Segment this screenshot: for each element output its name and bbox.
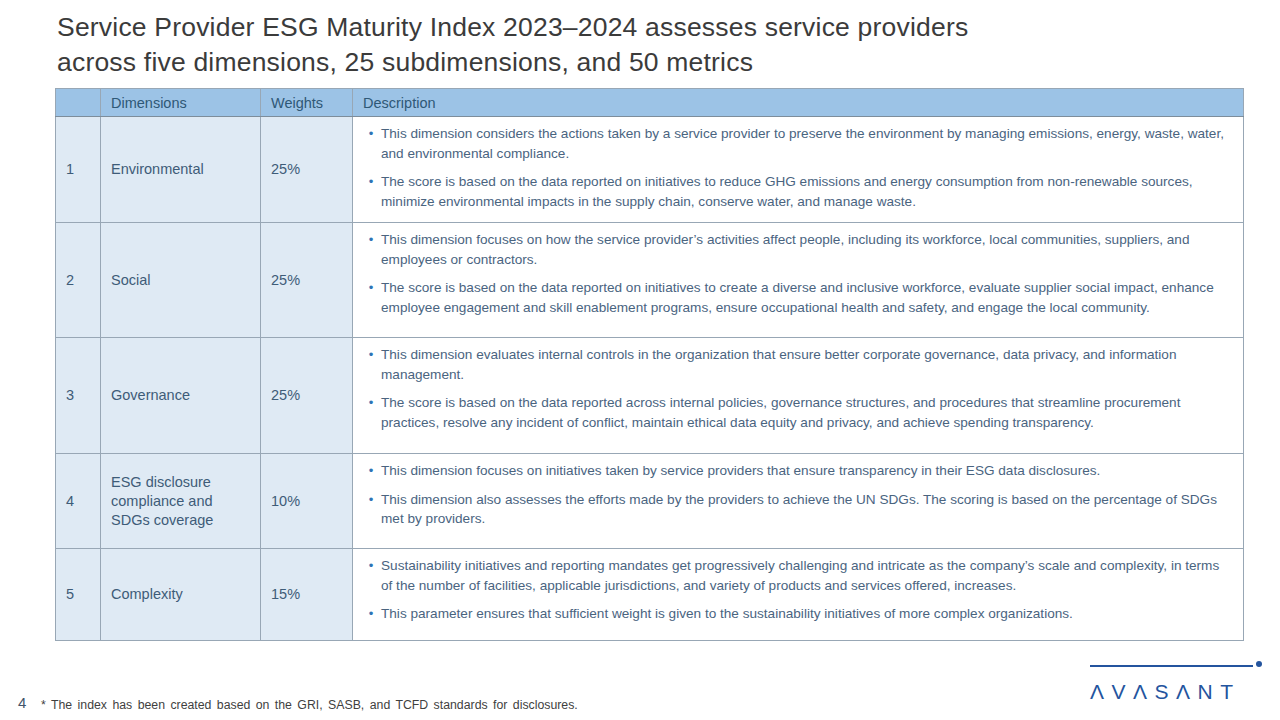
table-row-social: 2 Social 25% • This dimension focuses on… <box>56 223 1244 338</box>
bullet-text: This dimension focuses on how the servic… <box>381 230 1235 269</box>
dimension-name-cell: Environmental <box>101 117 261 223</box>
bullet-text: This dimension considers the actions tak… <box>381 124 1235 163</box>
description-cell: • This dimension focuses on how the serv… <box>353 223 1244 338</box>
table-header-row: Dimensions Weights Description <box>56 89 1244 117</box>
page-title: Service Provider ESG Maturity Index 2023… <box>57 10 1237 80</box>
description-bullet: • This dimension focuses on initiatives … <box>361 461 1235 481</box>
dimension-number-cell: 1 <box>56 117 101 223</box>
description-cell: • This dimension focuses on initiatives … <box>353 454 1244 549</box>
dimension-number-cell: 4 <box>56 454 101 549</box>
logo-wordmark: ΛVΛSΛNT <box>1090 680 1268 704</box>
bullet-icon: • <box>361 393 381 413</box>
page-number: 4 <box>18 694 26 711</box>
bullet-icon: • <box>361 345 381 365</box>
page-title-line-2: across five dimensions, 25 subdimensions… <box>57 45 1237 80</box>
weight-cell: 10% <box>261 454 353 549</box>
bullet-text: The score is based on the data reported … <box>381 278 1235 317</box>
bullet-icon: • <box>361 604 381 624</box>
bullet-text: This dimension also assesses the efforts… <box>381 490 1235 529</box>
bullet-icon: • <box>361 124 381 144</box>
weight-cell: 15% <box>261 549 353 641</box>
table-row-esg-disclosure: 4 ESG disclosure compliance and SDGs cov… <box>56 454 1244 549</box>
table-row-complexity: 5 Complexity 15% • Sustainability initia… <box>56 549 1244 641</box>
dimension-name-cell: ESG disclosure compliance and SDGs cover… <box>101 454 261 549</box>
description-bullet: • Sustainability initiatives and reporti… <box>361 556 1235 595</box>
bullet-text: The score is based on the data reported … <box>381 393 1235 432</box>
bullet-text: This parameter ensures that sufficient w… <box>381 604 1235 624</box>
dimension-name-cell: Governance <box>101 338 261 454</box>
description-bullet: • This parameter ensures that sufficient… <box>361 604 1235 624</box>
weight-cell: 25% <box>261 338 353 454</box>
description-bullet: • This dimension considers the actions t… <box>361 124 1235 163</box>
footnote: * The index has been created based on th… <box>41 698 578 712</box>
weight-cell: 25% <box>261 117 353 223</box>
description-cell: • Sustainability initiatives and reporti… <box>353 549 1244 641</box>
column-header-weights: Weights <box>261 89 353 117</box>
bullet-icon: • <box>361 278 381 298</box>
description-bullet: • This dimension focuses on how the serv… <box>361 230 1235 269</box>
description-bullet: • The score is based on the data reporte… <box>361 393 1235 432</box>
logo-dot-icon <box>1256 661 1262 667</box>
dimension-number-cell: 5 <box>56 549 101 641</box>
bullet-text: This dimension evaluates internal contro… <box>381 345 1235 384</box>
page-title-line-1: Service Provider ESG Maturity Index 2023… <box>57 10 1237 45</box>
description-bullet: • The score is based on the data reporte… <box>361 172 1235 211</box>
description-bullet: • This dimension also assesses the effor… <box>361 490 1235 529</box>
description-bullet: • This dimension evaluates internal cont… <box>361 345 1235 384</box>
bullet-icon: • <box>361 172 381 192</box>
bullet-icon: • <box>361 490 381 510</box>
bullet-icon: • <box>361 461 381 481</box>
description-bullet: • The score is based on the data reporte… <box>361 278 1235 317</box>
avasant-logo: ΛVΛSΛNT <box>1090 664 1268 704</box>
column-header-number <box>56 89 101 117</box>
dimension-name-cell: Social <box>101 223 261 338</box>
esg-dimensions-table: Dimensions Weights Description 1 Environ… <box>55 88 1244 641</box>
description-cell: • This dimension considers the actions t… <box>353 117 1244 223</box>
logo-line <box>1090 664 1262 667</box>
column-header-description: Description <box>353 89 1244 117</box>
bullet-icon: • <box>361 556 381 576</box>
bullet-icon: • <box>361 230 381 250</box>
weight-cell: 25% <box>261 223 353 338</box>
dimension-number-cell: 3 <box>56 338 101 454</box>
dimension-number-cell: 2 <box>56 223 101 338</box>
bullet-text: The score is based on the data reported … <box>381 172 1235 211</box>
dimension-name-cell: Complexity <box>101 549 261 641</box>
description-cell: • This dimension evaluates internal cont… <box>353 338 1244 454</box>
table-row-governance: 3 Governance 25% • This dimension evalua… <box>56 338 1244 454</box>
table-row-environmental: 1 Environmental 25% • This dimension con… <box>56 117 1244 223</box>
bullet-text: Sustainability initiatives and reporting… <box>381 556 1235 595</box>
column-header-dimensions: Dimensions <box>101 89 261 117</box>
bullet-text: This dimension focuses on initiatives ta… <box>381 461 1235 481</box>
logo-rule <box>1090 665 1253 667</box>
esg-dimensions-table-container: Dimensions Weights Description 1 Environ… <box>55 88 1243 641</box>
